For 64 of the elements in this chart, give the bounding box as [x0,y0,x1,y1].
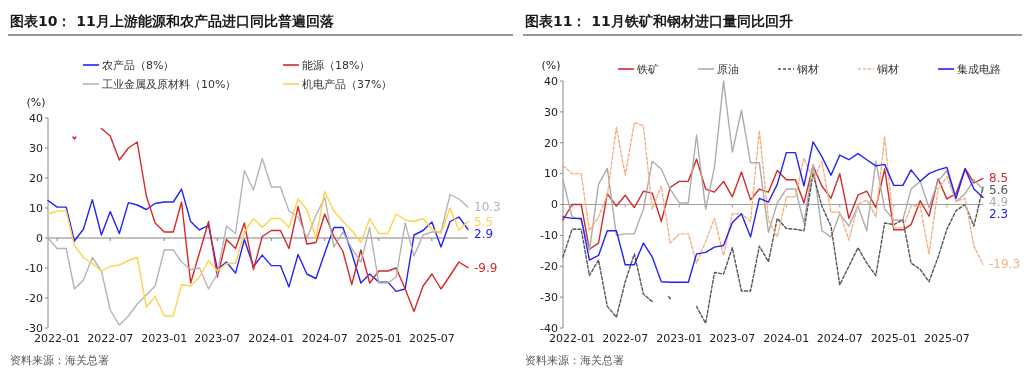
y-tick-label: 0 [36,231,43,245]
y-tick-label: 20 [544,136,558,150]
x-tick-label: 2024-01 [763,332,810,345]
y-tick-label: 10 [29,201,43,215]
x-tick-label: 2023-01 [656,332,703,345]
x-tick-label: 2023-07 [709,332,756,345]
line-series [562,141,984,284]
data-label: 5.6 [989,183,1009,198]
legend-label: 钢材 [796,62,819,76]
x-tick-label: 2023-01 [141,332,188,345]
line-series [562,80,984,252]
y-axis-title: (%) [26,96,46,109]
y-axis-title: (%) [541,59,561,72]
y-tick-label: -30 [540,290,558,304]
x-tick-label: 2024-07 [816,332,863,345]
y-tick-label: -30 [25,321,43,335]
x-tick-label: 2022-01 [549,332,596,345]
data-label: 4.9 [989,195,1009,210]
legend-label: 工业金属及原材料（10%） [102,77,237,91]
text: 资料来源：海关总署 [10,354,109,367]
data-label: 8.5 [989,171,1009,186]
y-tick-label: -10 [540,229,558,243]
y-tick-label: -40 [540,321,558,335]
legend-label: 机电产品（37%） [302,77,393,91]
text: 资料来源：海关总署 [525,354,624,367]
y-tick-label: -20 [540,260,558,274]
x-tick-label: 2024-07 [301,332,348,345]
y-tick-label: -20 [25,291,43,305]
x-tick-label: 2025-07 [408,332,455,345]
data-label: 5.5 [474,214,494,229]
line-series [47,157,469,326]
data-label: -9.9 [474,260,498,275]
y-tick-label: 10 [544,167,558,181]
legend-label: 农产品（8%） [102,58,175,72]
data-label: -19.3 [989,257,1021,272]
x-tick-label: 2023-07 [194,332,241,345]
y-tick-label: -10 [25,261,43,275]
line-series [47,190,469,317]
legend-label: 能源（18%） [302,58,371,72]
y-tick-label: 0 [551,198,558,212]
y-tick-label: 30 [544,105,558,119]
legend-label: 铁矿 [636,62,659,76]
data-label: 2.3 [989,207,1009,222]
line-series [562,158,984,250]
line-series [562,121,984,265]
data-label: 10.3 [474,200,501,215]
legend-label: 原油 [717,62,739,76]
x-tick-label: 2022-01 [34,332,81,345]
y-tick-label: 20 [29,171,43,185]
legend-label: 集成电路 [957,62,1001,76]
x-tick-label: 2025-01 [870,332,917,345]
x-tick-label: 2024-01 [248,332,295,345]
chart-title: 图表11： 11月铁矿和钢材进口量同比回升 [525,13,793,29]
x-tick-label: 2025-01 [355,332,402,345]
x-tick-label: 2022-07 [602,332,649,345]
line-series [47,188,469,293]
legend-label: 铜材 [876,62,899,76]
y-tick-label: 30 [29,141,43,155]
x-tick-label: 2025-07 [923,332,970,345]
y-tick-label: 40 [29,111,43,125]
data-label: 2.9 [474,226,494,241]
y-tick-label: 40 [544,74,558,88]
chart-title: 图表10： 11月上游能源和农产品进口同比普遍回落 [10,13,335,29]
x-tick-label: 2022-07 [87,332,134,345]
